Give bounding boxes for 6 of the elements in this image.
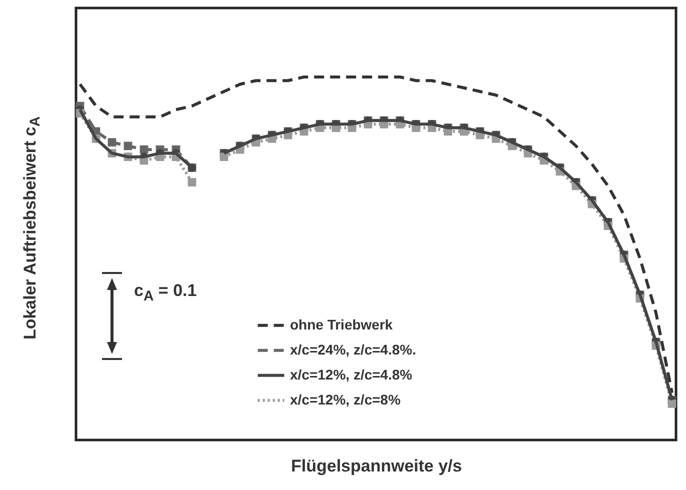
annotation: c$_{A}$ = 0.1 [134,281,197,304]
x-axis-title: Flügelspannweite y/s [291,456,462,476]
legend-label: x/c=24%, z/c=4.8%. [290,341,416,358]
legend-label: x/c=12%, z/c=8% [290,391,402,408]
legend-label: x/c=12%, z/c=4.8% [290,366,413,382]
legend-label: ohne Triebwerk [290,316,393,332]
